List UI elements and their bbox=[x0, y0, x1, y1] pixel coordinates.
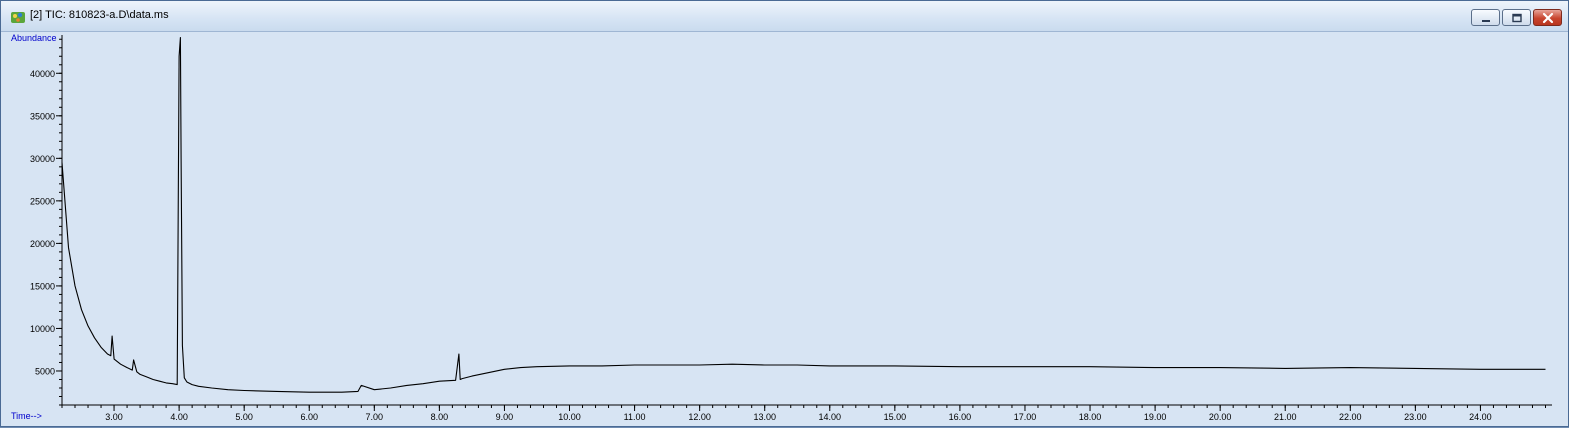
y-tick-label: 15000 bbox=[30, 281, 55, 291]
x-tick-label: 22.00 bbox=[1339, 412, 1362, 422]
x-axis-label: Time--> bbox=[11, 411, 42, 421]
x-tick-label: 16.00 bbox=[949, 412, 972, 422]
x-tick-label: 18.00 bbox=[1079, 412, 1102, 422]
y-tick-label: 25000 bbox=[30, 196, 55, 206]
y-tick-label: 10000 bbox=[30, 324, 55, 334]
x-tick-label: 19.00 bbox=[1144, 412, 1167, 422]
window-title: [2] TIC: 810823-a.D\data.ms bbox=[30, 9, 169, 21]
y-axis-label: Abundance bbox=[11, 33, 57, 43]
x-tick-label: 8.00 bbox=[431, 412, 449, 422]
minimize-button[interactable] bbox=[1471, 9, 1500, 26]
x-tick-label: 15.00 bbox=[884, 412, 907, 422]
maximize-icon bbox=[1512, 13, 1522, 23]
x-tick-label: 14.00 bbox=[819, 412, 842, 422]
window-titlebar[interactable]: [2] TIC: 810823-a.D\data.ms bbox=[1, 1, 1568, 32]
x-tick-label: 9.00 bbox=[496, 412, 514, 422]
x-tick-label: 7.00 bbox=[366, 412, 384, 422]
x-tick-label: 12.00 bbox=[688, 412, 711, 422]
plot-area[interactable]: Abundance Time--> 5000 10000 15000 20000 250… bbox=[7, 33, 1562, 423]
x-tick-label: 20.00 bbox=[1209, 412, 1232, 422]
x-tick-label: 21.00 bbox=[1274, 412, 1297, 422]
x-tick-label: 13.00 bbox=[753, 412, 776, 422]
y-tick-label: 30000 bbox=[30, 154, 55, 164]
chart-traces bbox=[61, 37, 1546, 393]
axes bbox=[61, 35, 1552, 406]
x-tick-label: 4.00 bbox=[170, 412, 188, 422]
chromatogram-app-icon bbox=[11, 12, 25, 23]
x-tick-label: 11.00 bbox=[624, 412, 646, 422]
y-tick-label: 40000 bbox=[30, 69, 55, 79]
close-icon bbox=[1542, 12, 1554, 24]
x-tick-label: 17.00 bbox=[1014, 412, 1037, 422]
minimize-icon bbox=[1482, 20, 1490, 22]
x-tick-label: 3.00 bbox=[105, 412, 123, 422]
maximize-button[interactable] bbox=[1502, 9, 1531, 26]
y-tick-label: 20000 bbox=[30, 239, 55, 249]
close-button[interactable] bbox=[1533, 9, 1562, 26]
y-axis-ticks: 5000 10000 15000 20000 25000 30000 35000 40000 bbox=[30, 38, 62, 406]
x-tick-label: 6.00 bbox=[300, 412, 318, 422]
y-tick-label: 5000 bbox=[35, 366, 55, 376]
x-tick-label: 23.00 bbox=[1404, 412, 1427, 422]
x-tick-label: 5.00 bbox=[235, 412, 253, 422]
x-tick-label: 10.00 bbox=[558, 412, 581, 422]
tic-trace-line bbox=[61, 37, 1546, 393]
y-tick-label: 35000 bbox=[30, 111, 55, 121]
x-tick-label: 24.00 bbox=[1469, 412, 1492, 422]
chromatogram-chart: Abundance Time--> 5000 10000 15000 20000 250… bbox=[11, 33, 1552, 422]
x-axis-ticks: 3.00 4.00 5.00 6.00 7.00 8.00 9.00 10.00 11.00 12… bbox=[61, 405, 1546, 422]
